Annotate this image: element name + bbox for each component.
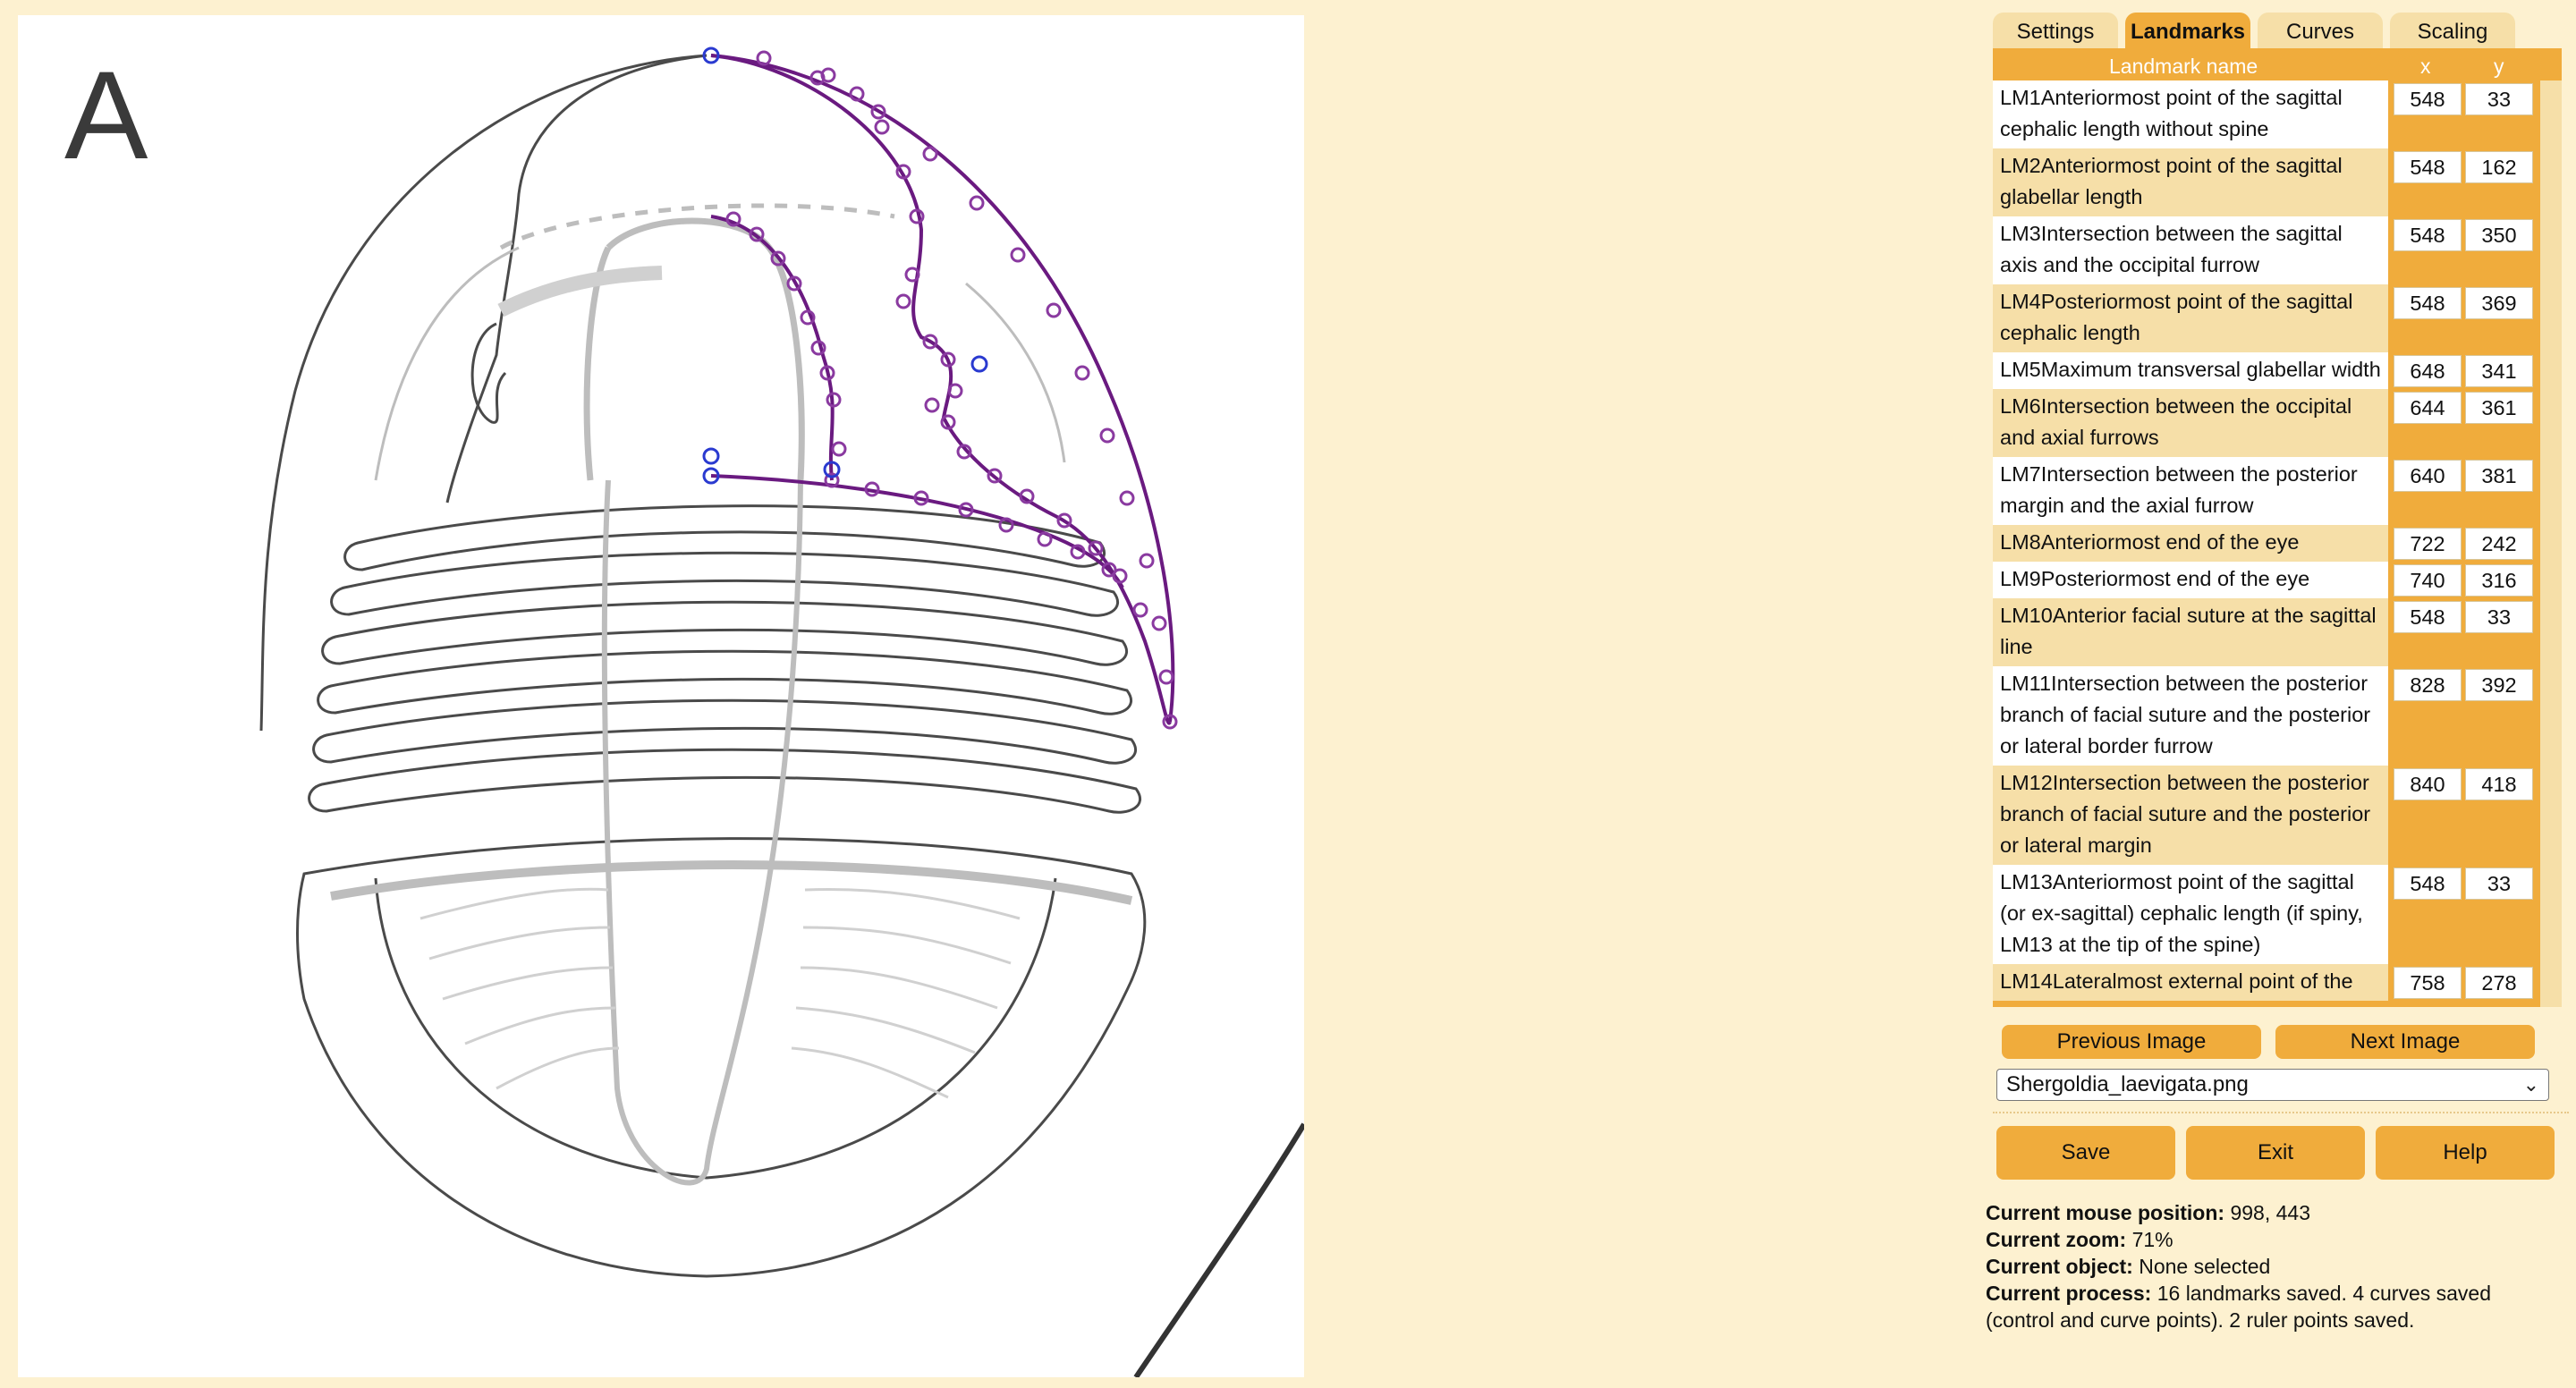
landmark-x-input[interactable]: 644 xyxy=(2394,392,2462,424)
landmark-y-input[interactable]: 361 xyxy=(2465,392,2533,424)
landmark-x-input[interactable]: 828 xyxy=(2394,669,2462,701)
status-area: Current mouse position: 998, 443 Current… xyxy=(1986,1199,2558,1333)
landmark-name-cell: LM3Intersection between the sagittal axi… xyxy=(1993,216,2388,284)
digitized-curves xyxy=(710,54,1175,725)
landmark-table: Landmark name x y LM1Anteriormost point … xyxy=(1993,48,2562,1007)
table-row[interactable]: LM14Lateralmost external point of the 758… xyxy=(1993,964,2562,1001)
table-row[interactable]: LM12Intersection between the posterior b… xyxy=(1993,766,2562,865)
tab-curves[interactable]: Curves xyxy=(2258,13,2383,48)
landmark-y-input[interactable]: 418 xyxy=(2465,768,2533,800)
landmark-y-input[interactable]: 392 xyxy=(2465,669,2533,701)
tab-bar: Settings Landmarks Curves Scaling xyxy=(1993,13,2565,48)
next-image-button[interactable]: Next Image xyxy=(2275,1025,2535,1059)
landmark-y-input[interactable]: 341 xyxy=(2465,355,2533,387)
landmark-name-cell: LM4Posteriormost point of the sagittal c… xyxy=(1993,284,2388,352)
table-row[interactable]: LM6Intersection between the occipital an… xyxy=(1993,389,2562,457)
landmark-name-cell: LM9Posteriormost end of the eye xyxy=(1993,562,2388,598)
landmark-y-input[interactable]: 242 xyxy=(2465,528,2533,560)
tab-landmarks[interactable]: Landmarks xyxy=(2125,13,2250,48)
status-process: Current process: 16 landmarks saved. 4 c… xyxy=(1986,1282,2492,1332)
header-landmark-name: Landmark name xyxy=(2109,55,2258,78)
header-y: y xyxy=(2494,55,2504,78)
landmark-name-cell: LM7Intersection between the posterior ma… xyxy=(1993,457,2388,525)
table-row[interactable]: LM5Maximum transversal glabellar width 64… xyxy=(1993,352,2562,389)
landmark-name-cell: LM1Anteriormost point of the sagittal ce… xyxy=(1993,80,2388,148)
landmark-x-input[interactable]: 740 xyxy=(2394,564,2462,597)
table-scrollbar[interactable] xyxy=(2540,80,2562,1007)
landmark-y-input[interactable]: 369 xyxy=(2465,287,2533,319)
status-object: Current object: None selected xyxy=(1986,1255,2271,1278)
table-row[interactable]: LM8Anteriormost end of the eye 722 242 xyxy=(1993,525,2562,562)
table-row[interactable]: LM7Intersection between the posterior ma… xyxy=(1993,457,2562,525)
landmark-name-cell: LM14Lateralmost external point of the xyxy=(1993,964,2388,1001)
table-row[interactable]: LM2Anteriormost point of the sagittal gl… xyxy=(1993,148,2562,216)
side-panel: Settings Landmarks Curves Scaling Landma… xyxy=(1980,0,2576,1388)
landmark-x-input[interactable]: 548 xyxy=(2394,151,2462,183)
table-header: Landmark name x y xyxy=(1993,48,2562,80)
landmark-name-cell: LM12Intersection between the posterior b… xyxy=(1993,766,2388,865)
landmark-y-input[interactable]: 162 xyxy=(2465,151,2533,183)
table-row[interactable]: LM9Posteriormost end of the eye 740 316 xyxy=(1993,562,2562,598)
landmark-y-input[interactable]: 33 xyxy=(2465,601,2533,633)
landmark-name-cell: LM8Anteriormost end of the eye xyxy=(1993,525,2388,562)
status-mouse: Current mouse position: 998, 443 xyxy=(1986,1201,2310,1224)
divider xyxy=(1993,1112,2569,1113)
trilobite-drawing: A xyxy=(64,45,1304,1377)
table-row[interactable]: LM3Intersection between the sagittal axi… xyxy=(1993,216,2562,284)
landmark-x-input[interactable]: 640 xyxy=(2394,460,2462,492)
landmark-x-input[interactable]: 548 xyxy=(2394,219,2462,251)
save-button[interactable]: Save xyxy=(1996,1126,2175,1180)
previous-image-button[interactable]: Previous Image xyxy=(2002,1025,2261,1059)
landmark-y-input[interactable]: 316 xyxy=(2465,564,2533,597)
table-row[interactable]: LM13Anteriormost point of the sagittal (… xyxy=(1993,865,2562,964)
table-row[interactable]: LM10Anterior facial suture at the sagitt… xyxy=(1993,598,2562,666)
table-row[interactable]: LM11Intersection between the posterior b… xyxy=(1993,666,2562,766)
exit-button[interactable]: Exit xyxy=(2186,1126,2365,1180)
curve-points[interactable] xyxy=(725,50,1178,730)
landmark-y-input[interactable]: 33 xyxy=(2465,868,2533,900)
landmark-x-input[interactable]: 648 xyxy=(2394,355,2462,387)
landmark-x-input[interactable]: 548 xyxy=(2394,601,2462,633)
tab-settings[interactable]: Settings xyxy=(1993,13,2118,48)
chevron-down-icon: ⌄ xyxy=(2522,1073,2539,1096)
landmark-y-input[interactable]: 278 xyxy=(2465,967,2533,999)
landmark-name-cell: LM13Anteriormost point of the sagittal (… xyxy=(1993,865,2388,964)
landmark-x-input[interactable]: 548 xyxy=(2394,287,2462,319)
landmark-name-cell: LM6Intersection between the occipital an… xyxy=(1993,389,2388,457)
image-select[interactable]: Shergoldia_laevigata.png ⌄ xyxy=(1996,1069,2549,1101)
figure-label: A xyxy=(64,45,148,185)
landmark-y-input[interactable]: 350 xyxy=(2465,219,2533,251)
landmark-name-cell: LM11Intersection between the posterior b… xyxy=(1993,666,2388,766)
tab-scaling[interactable]: Scaling xyxy=(2390,13,2515,48)
landmark-y-input[interactable]: 381 xyxy=(2465,460,2533,492)
landmark-x-input[interactable]: 548 xyxy=(2394,83,2462,115)
help-button[interactable]: Help xyxy=(2376,1126,2555,1180)
table-body: LM1Anteriormost point of the sagittal ce… xyxy=(1993,80,2562,1001)
table-row[interactable]: LM4Posteriormost point of the sagittal c… xyxy=(1993,284,2562,352)
landmark-name-cell: LM10Anterior facial suture at the sagitt… xyxy=(1993,598,2388,666)
landmark-name-cell: LM5Maximum transversal glabellar width xyxy=(1993,352,2388,389)
landmark-x-input[interactable]: 758 xyxy=(2394,967,2462,999)
status-zoom: Current zoom: 71% xyxy=(1986,1228,2174,1251)
trilobite-outline xyxy=(259,54,1304,1377)
image-canvas[interactable]: A xyxy=(18,15,1304,1377)
landmark-name-cell: LM2Anteriormost point of the sagittal gl… xyxy=(1993,148,2388,216)
table-row[interactable]: LM1Anteriormost point of the sagittal ce… xyxy=(1993,80,2562,148)
landmark-points[interactable] xyxy=(702,47,988,485)
landmark-y-input[interactable]: 33 xyxy=(2465,83,2533,115)
header-x: x xyxy=(2420,55,2431,78)
landmark-x-input[interactable]: 722 xyxy=(2394,528,2462,560)
landmark-x-input[interactable]: 548 xyxy=(2394,868,2462,900)
landmark-x-input[interactable]: 840 xyxy=(2394,768,2462,800)
image-select-value: Shergoldia_laevigata.png xyxy=(2006,1072,2249,1096)
